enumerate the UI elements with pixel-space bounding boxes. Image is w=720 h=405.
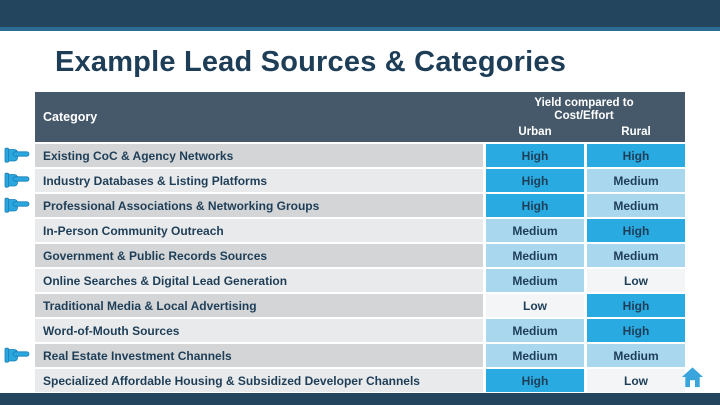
urban-yield-cell: High xyxy=(486,194,584,217)
top-bar xyxy=(0,0,720,27)
table-row: Government & Public Records Sources Medi… xyxy=(35,244,685,267)
table-row: Traditional Media & Local Advertising Lo… xyxy=(35,294,685,317)
urban-yield-cell: Medium xyxy=(486,269,584,292)
category-cell: Online Searches & Digital Lead Generatio… xyxy=(35,269,483,292)
urban-yield-cell: Low xyxy=(486,294,584,317)
category-cell: Traditional Media & Local Advertising xyxy=(35,294,483,317)
top-accent-line xyxy=(0,27,720,31)
category-cell: Real Estate Investment Channels xyxy=(35,344,483,367)
yield-group-label: Yield compared to Cost/Effort xyxy=(534,97,634,123)
category-cell: Specialized Affordable Housing & Subsidi… xyxy=(35,369,483,392)
table-row: Online Searches & Digital Lead Generatio… xyxy=(35,269,685,292)
finger-pointer-icon xyxy=(4,146,30,164)
urban-yield-cell: High xyxy=(486,369,584,392)
category-cell: Existing CoC & Agency Networks xyxy=(35,144,483,167)
table-row: Real Estate Investment Channels Medium M… xyxy=(4,344,685,367)
finger-pointer-icon xyxy=(4,171,30,189)
category-cell: Government & Public Records Sources xyxy=(35,244,483,267)
rural-yield-cell: High xyxy=(587,144,685,167)
finger-pointer-icon xyxy=(4,196,30,214)
sub-column-headers: Urban Rural xyxy=(483,126,685,138)
rural-yield-cell: High xyxy=(587,319,685,342)
rural-yield-cell: Low xyxy=(587,369,685,392)
rural-yield-cell: Medium xyxy=(587,194,685,217)
urban-column-header: Urban xyxy=(518,126,552,138)
rural-column-header: Rural xyxy=(621,126,651,138)
table-row: Existing CoC & Agency Networks High High xyxy=(4,144,685,167)
yield-header-group: Yield compared to Cost/Effort Urban Rura… xyxy=(483,92,685,142)
table-header: Category Yield compared to Cost/Effort U… xyxy=(35,92,685,142)
bottom-bar xyxy=(0,393,720,405)
rural-yield-cell: High xyxy=(587,219,685,242)
rural-yield-cell: Medium xyxy=(587,169,685,192)
category-cell: Industry Databases & Listing Platforms xyxy=(35,169,483,192)
table-row: Professional Associations & Networking G… xyxy=(4,194,685,217)
category-cell: In-Person Community Outreach xyxy=(35,219,483,242)
rural-yield-cell: High xyxy=(587,294,685,317)
table-row: Industry Databases & Listing Platforms H… xyxy=(4,169,685,192)
finger-pointer-icon xyxy=(4,346,30,364)
category-cell: Word-of-Mouth Sources xyxy=(35,319,483,342)
table-row: Specialized Affordable Housing & Subsidi… xyxy=(35,369,685,392)
urban-yield-cell: Medium xyxy=(486,319,584,342)
page-title: Example Lead Sources & Categories xyxy=(55,46,567,78)
rural-yield-cell: Medium xyxy=(587,244,685,267)
table-row: Word-of-Mouth Sources Medium High xyxy=(35,319,685,342)
table-body: Existing CoC & Agency Networks High High… xyxy=(4,144,685,392)
lead-sources-table: Category Yield compared to Cost/Effort U… xyxy=(4,92,685,392)
table-row: In-Person Community Outreach Medium High xyxy=(35,219,685,242)
category-cell: Professional Associations & Networking G… xyxy=(35,194,483,217)
urban-yield-cell: Medium xyxy=(486,219,584,242)
urban-yield-cell: Medium xyxy=(486,244,584,267)
rural-yield-cell: Low xyxy=(587,269,685,292)
house-logo-icon xyxy=(680,365,705,390)
urban-yield-cell: Medium xyxy=(486,344,584,367)
category-column-header: Category xyxy=(43,110,98,124)
urban-yield-cell: High xyxy=(486,169,584,192)
urban-yield-cell: High xyxy=(486,144,584,167)
rural-yield-cell: Medium xyxy=(587,344,685,367)
